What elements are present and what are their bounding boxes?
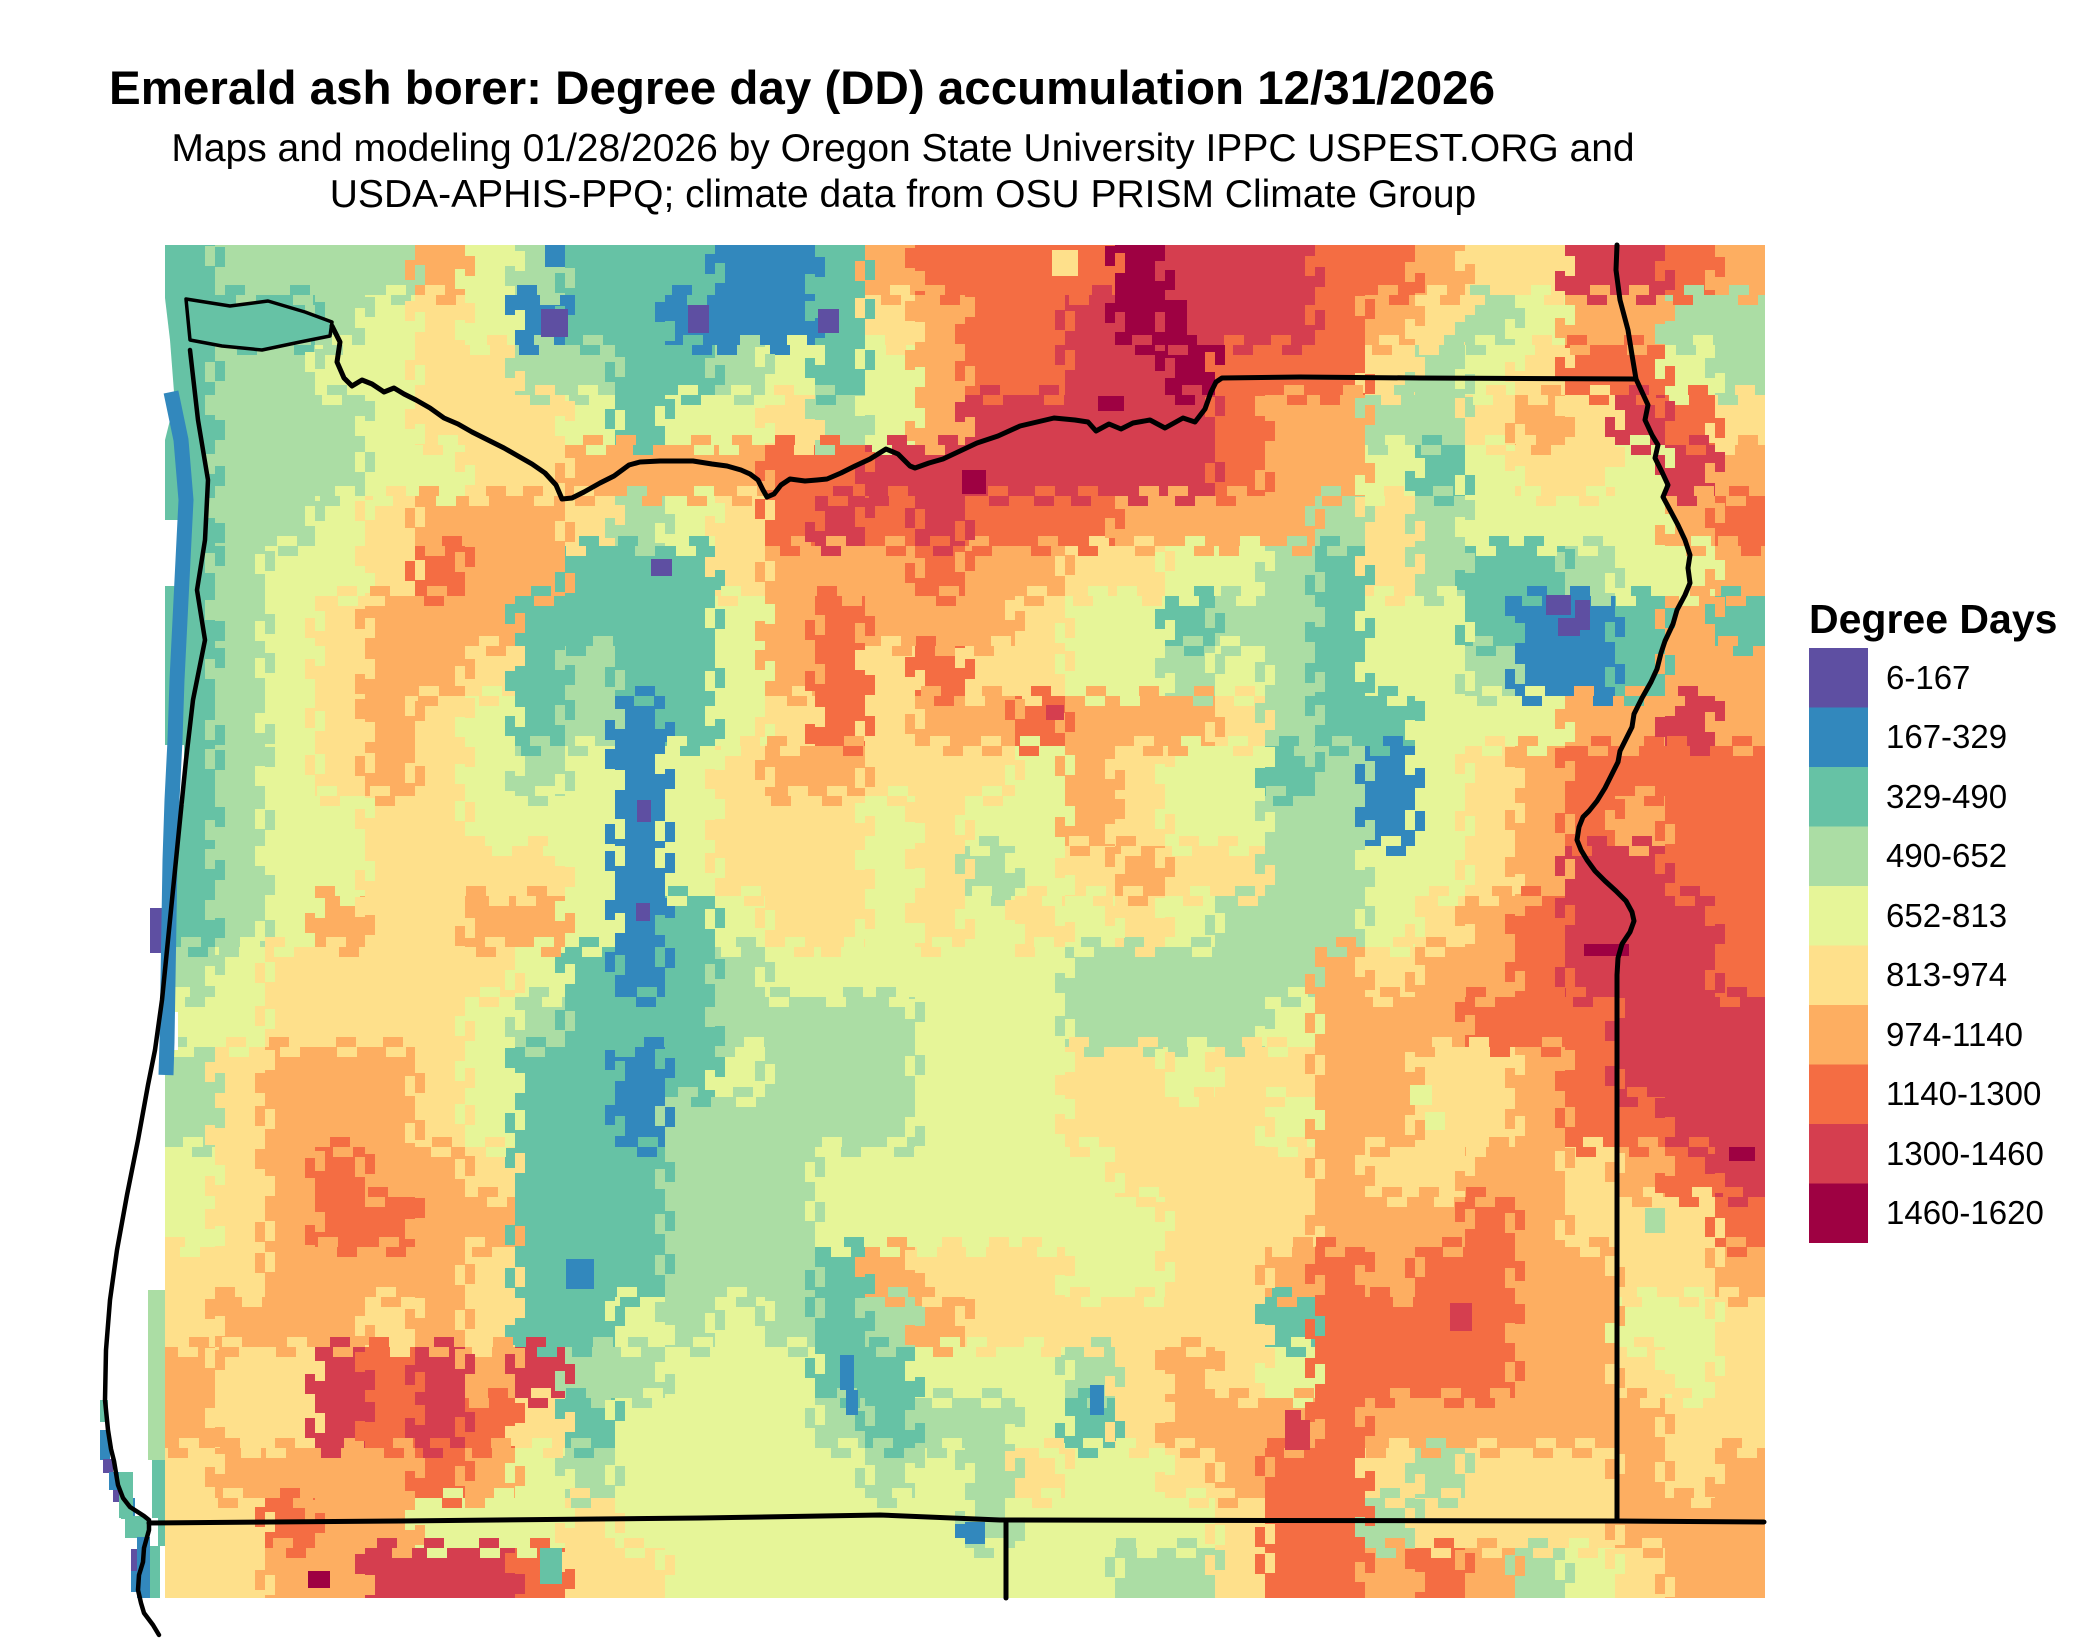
svg-text:1300-1460: 1300-1460 — [1886, 1135, 2044, 1172]
svg-text:6-167: 6-167 — [1886, 659, 1970, 696]
svg-text:652-813: 652-813 — [1886, 897, 2007, 934]
svg-text:974-1140: 974-1140 — [1886, 1016, 2023, 1053]
svg-text:1140-1300: 1140-1300 — [1886, 1075, 2041, 1112]
svg-text:490-652: 490-652 — [1886, 837, 2007, 874]
svg-text:1460-1620: 1460-1620 — [1886, 1194, 2044, 1231]
svg-text:329-490: 329-490 — [1886, 778, 2007, 815]
svg-text:167-329: 167-329 — [1886, 718, 2007, 755]
svg-text:813-974: 813-974 — [1886, 956, 2007, 993]
svg-text:Degree Days: Degree Days — [1809, 596, 2057, 642]
svg-text:USDA-APHIS-PPQ; climate data f: USDA-APHIS-PPQ; climate data from OSU PR… — [330, 173, 1476, 216]
svg-text:Emerald ash borer: Degree day: Emerald ash borer: Degree day (DD) accum… — [109, 62, 1495, 115]
svg-text:Maps and modeling 01/28/2026 b: Maps and modeling 01/28/2026 by Oregon S… — [171, 127, 1634, 170]
